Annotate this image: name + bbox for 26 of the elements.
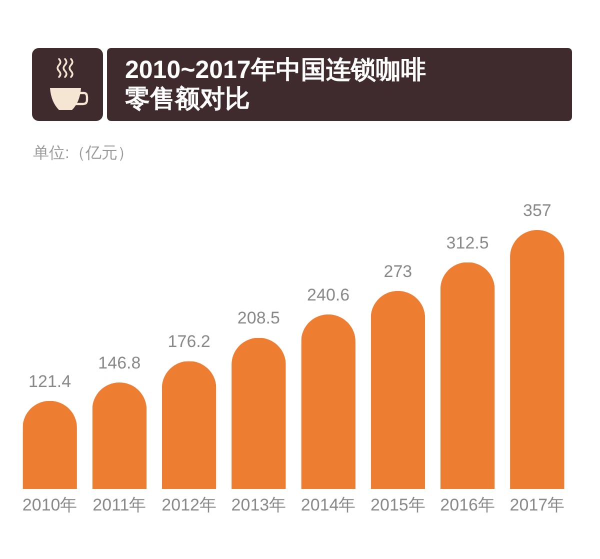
x-tick-label: 2017年 xyxy=(510,496,565,514)
data-label: 121.4 xyxy=(28,372,72,391)
data-label: 312.5 xyxy=(446,233,489,252)
data-label: 240.6 xyxy=(307,285,350,304)
x-tick-label: 2016年 xyxy=(440,496,495,514)
x-tick-label: 2015年 xyxy=(370,496,426,514)
x-tick-label: 2014年 xyxy=(300,496,356,514)
bar xyxy=(510,230,564,489)
chart-title: 2010~2017年中国连锁咖啡零售额对比 xyxy=(125,56,427,114)
data-label: 357 xyxy=(523,201,552,220)
x-tick-label: 2010年 xyxy=(22,496,78,514)
bar xyxy=(162,361,216,489)
bar xyxy=(440,262,495,489)
x-tick-label: 2013年 xyxy=(231,496,286,514)
data-label: 176.2 xyxy=(168,332,210,352)
x-tick-label: 2011年 xyxy=(92,496,146,514)
bar xyxy=(92,382,147,489)
data-label: 273 xyxy=(384,262,412,281)
data-label: 208.5 xyxy=(237,308,280,328)
bar xyxy=(301,314,356,489)
bar xyxy=(370,290,426,489)
chart-subtitle: 单位:（亿元） xyxy=(33,144,134,164)
data-label: 146.8 xyxy=(98,354,141,372)
bar xyxy=(232,338,286,489)
bar xyxy=(22,400,77,489)
x-tick-label: 2012年 xyxy=(162,496,216,514)
